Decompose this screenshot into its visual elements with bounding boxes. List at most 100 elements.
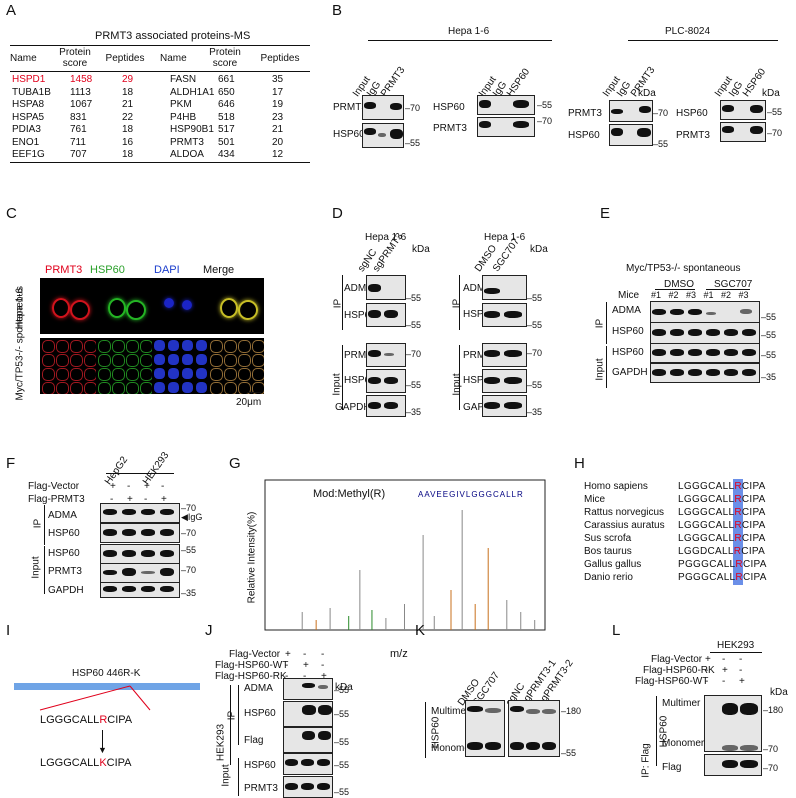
f-row-prmt3: Flag-PRMT3 (28, 494, 85, 505)
tissue-cell (70, 382, 83, 394)
ms-table-title: PRMT3 associated proteins-MS (95, 30, 251, 42)
band (141, 550, 155, 557)
l-row-label: Flag-HSP60-WT (635, 676, 709, 687)
band (513, 100, 529, 108)
d-row-hsp60: HSP60 (344, 310, 376, 321)
tissue-cell (168, 382, 179, 393)
f-row-vector: Flag-Vector (28, 481, 80, 492)
band (724, 349, 738, 356)
band (670, 309, 684, 315)
mutation-arrow-head: ▼ (98, 745, 107, 755)
ms-cell-score: 761 (70, 124, 87, 135)
ms-cell-score: 434 (218, 149, 235, 160)
f-hek-rule (140, 473, 174, 474)
tissue-cell (252, 354, 264, 367)
h-sequence: LGGGCALLRCIPA (678, 494, 766, 505)
tissue-cell (196, 340, 207, 351)
cell-shape (220, 298, 238, 318)
ms-cell-peptides: 21 (272, 124, 284, 135)
h-seq-residue: R (734, 533, 742, 544)
j-sign: + (285, 649, 291, 660)
d-row-adma: ADMA (463, 283, 492, 294)
h-seq-post: CIPA (742, 572, 767, 583)
tissue-cell (126, 354, 139, 367)
marker: –55 (761, 350, 777, 360)
cell-shape (182, 300, 192, 310)
band (160, 586, 174, 592)
ms-cell-score: 707 (70, 149, 87, 160)
band (467, 706, 483, 712)
marker: –55 (405, 138, 421, 148)
marker: –55 (334, 787, 350, 797)
band (542, 742, 556, 750)
f-row-hsp60: HSP60 (48, 548, 80, 559)
tissue-cell (70, 368, 83, 381)
tissue-cell (154, 354, 165, 365)
band (722, 126, 734, 133)
band (750, 126, 763, 134)
band (706, 369, 720, 376)
tissue-cell (56, 382, 69, 394)
tissue-cell (224, 354, 237, 367)
f-hepg2-rule (106, 473, 140, 474)
j-input-label: Input (220, 764, 232, 787)
scale-bar-label: 20μm (236, 397, 262, 408)
h-seq-post: CIPA (741, 520, 766, 531)
ms-cell-name: HSPA8 (12, 99, 45, 110)
ms-header-cell: Peptides (260, 53, 300, 64)
band (317, 783, 330, 790)
e-mouse-id: #2 (668, 290, 679, 300)
tissue-cell (84, 340, 96, 353)
f-ip-label: IP (32, 518, 44, 529)
d-row-adma: ADMA (344, 283, 373, 294)
band (301, 759, 314, 766)
j-row-label: Flag-Vector (229, 649, 281, 660)
ms-cell-score: 661 (218, 74, 235, 85)
spectrum-title: Mod:Methyl(R) (313, 488, 386, 500)
band (706, 312, 716, 315)
h-seq-residue: R (734, 520, 742, 531)
band (526, 709, 540, 714)
band (479, 121, 491, 128)
cell-shape (164, 298, 174, 308)
hsp60-sequence-bar (14, 683, 200, 690)
j-sign: + (303, 660, 309, 671)
band (639, 106, 651, 113)
e-title: Myc/TP53-/- spontaneous (626, 263, 741, 274)
tissue-cell (182, 382, 193, 393)
cell-shape (70, 300, 90, 320)
tissue-cell (98, 354, 111, 367)
h-sequence: LGGGCALLRCIPA (678, 533, 766, 544)
ms-cell-score: 517 (218, 124, 235, 135)
ms-cell-peptides: 29 (122, 74, 134, 85)
tissue-cell (182, 354, 193, 365)
ms-cell-score: 518 (218, 111, 235, 123)
b-blot-plc-prmt3-row1 (609, 100, 653, 122)
f-sign: + (144, 481, 150, 492)
band (368, 350, 381, 357)
tissue-cell (84, 354, 96, 367)
band (484, 377, 500, 384)
band (688, 309, 702, 315)
tissue-cell (98, 340, 111, 353)
panel-label-l: L (612, 622, 621, 639)
band (670, 349, 684, 356)
band (160, 568, 174, 576)
j-row-hsp60: HSP60 (244, 760, 276, 771)
ms-header-cell: Protein score (209, 47, 241, 69)
band (160, 509, 174, 515)
panel-label-i: I (6, 622, 11, 639)
l-sign: - (739, 665, 743, 676)
tissue-cell (252, 340, 264, 353)
ms-cell-name: FASN (170, 74, 197, 85)
ms-cell-name: HSPD1 (12, 74, 46, 85)
l-sign: + (705, 654, 711, 665)
tissue-cell (154, 340, 165, 351)
band (384, 402, 398, 409)
e-mouse-id: #3 (686, 290, 697, 300)
h-seq-residue: R (734, 507, 742, 518)
band (722, 745, 738, 751)
h-sequence: LGGGCALLRCIPA (678, 520, 766, 531)
h-species-name: Gallus gallus (584, 559, 642, 570)
marker: –70 (527, 348, 543, 358)
